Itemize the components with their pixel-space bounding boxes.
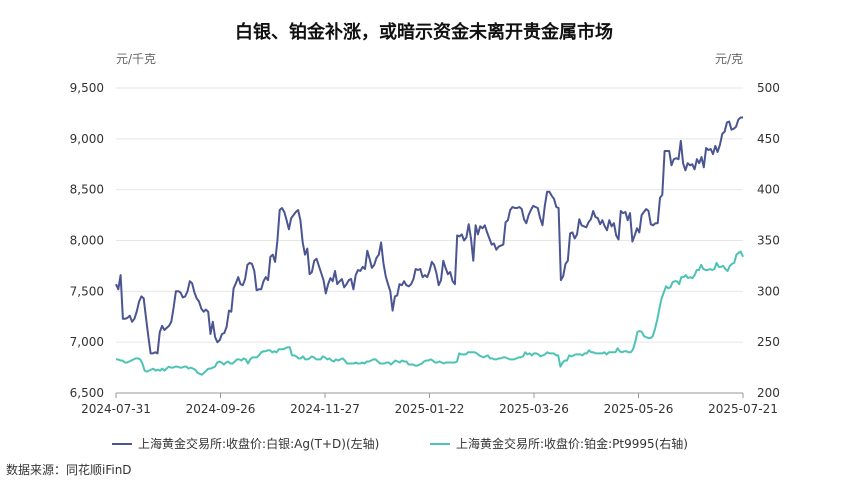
silver-series-line xyxy=(115,116,743,355)
left-y-tick-label: 6,500 xyxy=(70,386,104,400)
right-y-tick-label: 300 xyxy=(757,284,780,298)
x-tick-label: 2025-01-22 xyxy=(395,402,465,416)
platinum-series-line xyxy=(116,250,744,376)
left-y-tick-label: 8,000 xyxy=(70,234,104,248)
left-y-tick-label: 7,500 xyxy=(70,284,104,298)
legend-silver-label: 上海黄金交易所:收盘价:白银:Ag(T+D)(左轴) xyxy=(138,436,379,451)
left-y-tick-label: 9,500 xyxy=(70,81,104,95)
right-y-tick-label: 250 xyxy=(757,335,780,349)
x-tick-label: 2024-07-31 xyxy=(81,402,151,416)
legend: 上海黄金交易所:收盘价:白银:Ag(T+D)(左轴) 上海黄金交易所:收盘价:铂金… xyxy=(112,436,688,451)
chart-title: 白银、铂金补涨，或暗示资金未离开贵金属市场 xyxy=(235,21,613,43)
x-tick-label: 2025-03-26 xyxy=(499,402,569,416)
right-y-tick-label: 350 xyxy=(757,234,780,248)
legend-platinum-label: 上海黄金交易所:收盘价:铂金:Pt9995(右轴) xyxy=(456,436,688,451)
grid-lines xyxy=(116,87,743,343)
right-y-tick-label: 200 xyxy=(757,386,780,400)
x-tick-label: 2024-11-27 xyxy=(290,402,360,416)
series-lines xyxy=(115,116,744,376)
right-y-tick-label: 400 xyxy=(757,183,780,197)
right-y-tick-label: 450 xyxy=(757,132,780,146)
right-y-tick-label: 500 xyxy=(757,81,780,95)
right-axis-unit: 元/克 xyxy=(715,52,743,66)
axes: 6,500 7,000 7,500 8,000 8,500 9,000 9,500 200 25… xyxy=(70,81,780,416)
x-tick-label: 2025-07-21 xyxy=(708,402,778,416)
source-note: 数据来源：同花顺iFinD xyxy=(6,462,132,477)
left-y-tick-label: 7,000 xyxy=(70,335,104,349)
x-tick-label: 2025-05-26 xyxy=(604,402,674,416)
left-axis-unit: 元/千克 xyxy=(116,52,156,66)
x-tick-label: 2024-09-26 xyxy=(186,402,256,416)
left-y-tick-label: 9,000 xyxy=(70,132,104,146)
left-y-tick-label: 8,500 xyxy=(70,183,104,197)
